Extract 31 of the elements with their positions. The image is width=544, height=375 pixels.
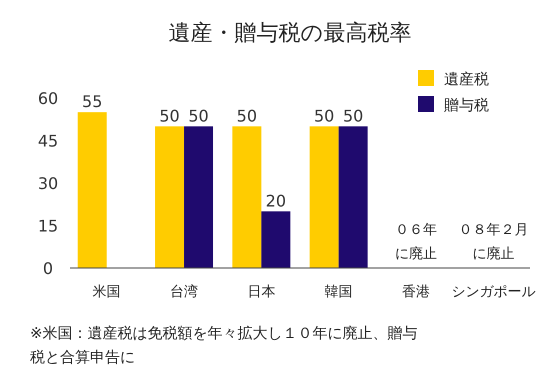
- bar: [78, 112, 107, 268]
- text: ※米国：遺産税は免税額を年々拡大し１０年に廃止、贈与税と合算申告に: [30, 324, 418, 366]
- annotation: ０６年に廃止: [394, 222, 437, 262]
- x-tick-label: 香港: [402, 284, 430, 300]
- x-tick-label: 米国: [92, 284, 121, 300]
- data-label: 55: [82, 92, 102, 112]
- bar: [232, 126, 262, 268]
- y-tick-label: 45: [38, 132, 58, 150]
- x-tick-label: 韓国: [324, 284, 353, 300]
- bar: [261, 211, 290, 268]
- bar: [310, 126, 339, 268]
- bar: [338, 126, 368, 268]
- data-label: 50: [314, 106, 334, 126]
- data-label: 50: [236, 106, 258, 126]
- data-label: 50: [188, 106, 209, 126]
- legend-label: 贈与税: [444, 96, 489, 114]
- x-tick-label: シンガポール: [451, 284, 536, 300]
- data-label: 50: [342, 106, 364, 126]
- y-tick-label: 15: [38, 216, 58, 236]
- annotation: ０８年２月に廃止: [458, 222, 528, 262]
- data-label: 50: [159, 106, 180, 126]
- x-tick-label: 日本: [247, 284, 276, 300]
- bar: [155, 126, 184, 268]
- legend-label: 遺産税: [444, 70, 489, 88]
- bar: [184, 126, 214, 268]
- chart-title: 遺産・贈与税の最高税率: [168, 21, 412, 46]
- data-label: 20: [266, 191, 286, 210]
- y-tick-label: 30: [38, 174, 58, 193]
- y-tick-label: 60: [38, 89, 58, 108]
- x-tick-label: 台湾: [170, 284, 198, 300]
- y-tick-label: 0: [42, 259, 54, 278]
